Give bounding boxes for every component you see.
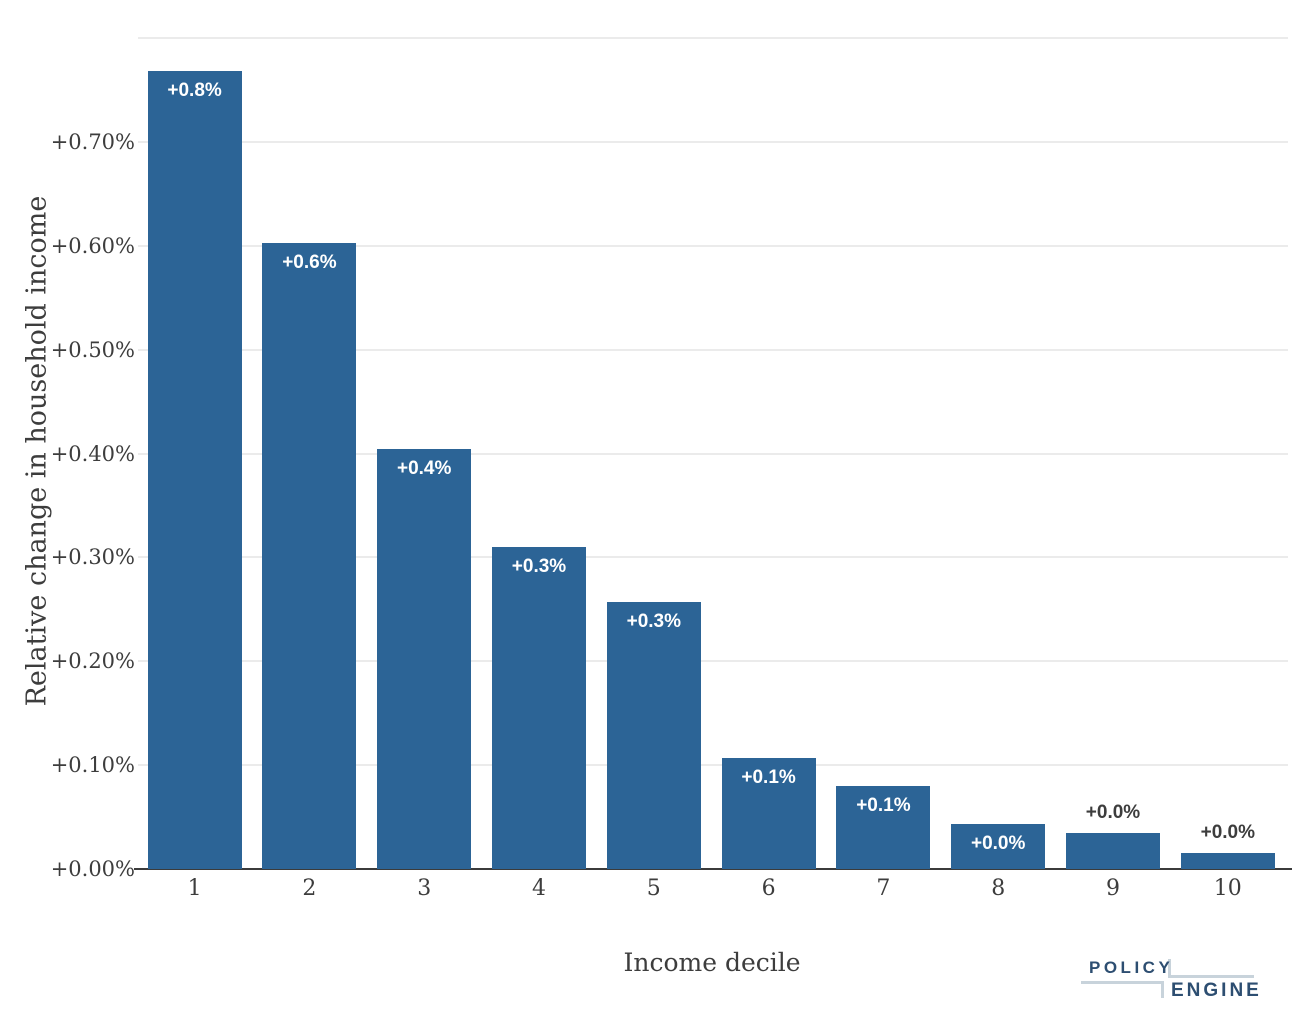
logo-divider-line-bottom [1081,981,1164,998]
bar-value-label: +0.0% [970,833,1026,854]
y-tick-label: +0.60% [50,233,135,258]
x-tick-label: 8 [991,876,1006,901]
bar-value-label: +0.8% [167,80,222,101]
y-tick-label: +0.40% [50,441,135,466]
gridline [138,452,1288,455]
bar-decile-6 [721,758,816,869]
x-tick-label: 9 [1106,876,1120,901]
bar-value-label: +0.6% [282,252,337,273]
bar-decile-2 [262,243,357,869]
bar-decile-8 [951,824,1046,869]
logo-text-engine: ENGINE [1171,980,1262,1001]
x-axis-title: Income decile [623,948,801,977]
gridline [138,244,1288,247]
logo-text-policy: POLICY [1089,958,1174,977]
y-tick-label: +0.00% [50,857,135,881]
gridline [138,348,1288,351]
gridline [138,37,1288,40]
x-tick-label: 1 [187,876,202,901]
x-tick-label: 10 [1213,876,1242,901]
x-tick-label: 7 [876,876,891,901]
x-tick-label: 2 [302,876,317,901]
y-tick-label: +0.10% [50,753,135,778]
y-tick-label: +0.70% [50,129,135,154]
logo-divider-line-top [1168,959,1254,978]
bar-value-label: +0.1% [856,795,911,816]
x-axis-line [134,868,1292,870]
bar-value-label: +0.3% [626,611,681,632]
x-tick-label: 3 [417,876,432,901]
gridline [138,556,1288,559]
y-axis-title: Relative change in household income [21,195,53,707]
x-tick-label: 4 [532,876,546,901]
bar-value-label: +0.3% [511,556,567,577]
gridline [138,660,1288,663]
y-tick-label: +0.50% [50,337,135,362]
gridline [138,140,1288,143]
bar-decile-3 [377,449,472,869]
bar-value-label: +0.1% [741,767,796,788]
bar-value-label: +0.0% [1085,802,1141,823]
bar-decile-4 [492,547,586,869]
bar-value-label: +0.4% [396,458,452,479]
y-tick-label: +0.20% [50,649,135,674]
gridline [138,764,1288,767]
bar-value-label: +0.0% [1200,822,1255,843]
x-tick-label: 5 [646,876,661,901]
bar-decile-7 [836,786,931,869]
bar-decile-9 [1066,833,1160,869]
bar-decile-10 [1180,853,1275,869]
bar-decile-1 [147,71,242,869]
bar-decile-5 [606,602,701,869]
y-tick-label: +0.30% [50,545,135,570]
x-tick-label: 6 [761,876,776,901]
